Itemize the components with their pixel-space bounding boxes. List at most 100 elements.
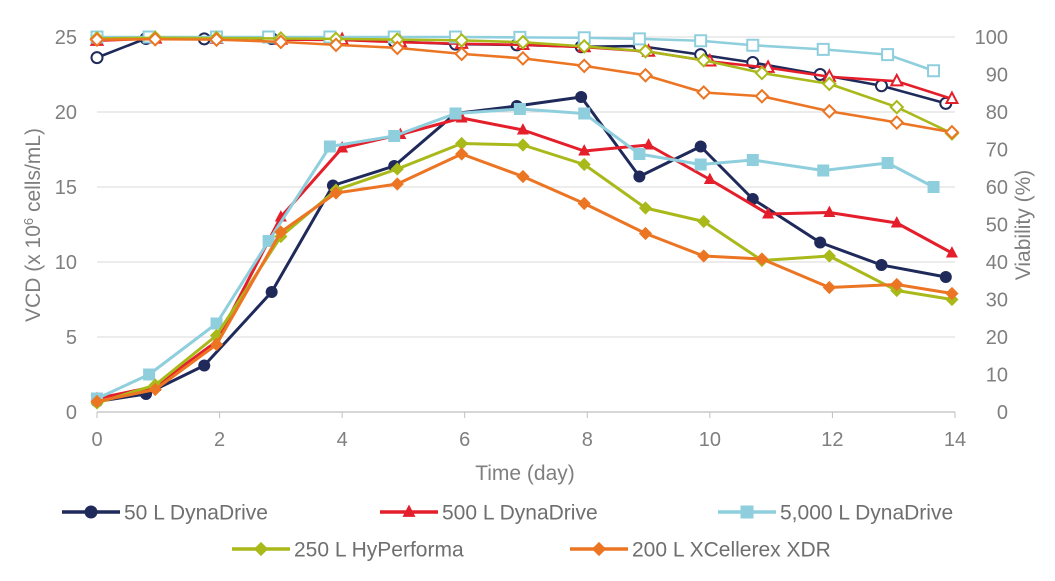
square-marker	[143, 368, 156, 381]
circle-marker	[265, 286, 278, 298]
hollow-square-marker	[746, 38, 760, 52]
y-left-tick-label: 25	[55, 27, 77, 49]
y-left-axis-title: VCD (x 106 cells/mL)	[21, 128, 46, 322]
x-tick-label: 10	[699, 429, 721, 451]
y-right-tick-label: 100	[975, 27, 1008, 49]
square-marker	[881, 157, 894, 169]
diamond-marker	[638, 226, 653, 241]
hollow-diamond-marker	[454, 46, 470, 62]
y-right-tick-label: 40	[986, 252, 1008, 274]
triangle-marker	[762, 207, 775, 219]
diamond-marker	[516, 169, 530, 184]
circle-marker	[875, 259, 888, 271]
triangle-marker	[703, 172, 716, 184]
legend-item-50-l-dynadrive: 50 L DynaDrive	[62, 502, 268, 525]
legend-item-5-000-l-dynadrive: 5,000 L DynaDrive	[718, 502, 953, 525]
diamond-marker	[638, 201, 653, 215]
circle-marker	[575, 91, 588, 103]
hollow-diamond-marker	[209, 32, 224, 48]
triangle-marker	[945, 246, 958, 258]
y-right-tick-label: 70	[986, 140, 1008, 162]
hollow-diamond-marker	[889, 115, 905, 130]
diamond-marker	[822, 249, 836, 263]
vcd-line	[96, 107, 935, 400]
diamond-marker	[755, 252, 769, 266]
hollow-diamond-marker	[821, 103, 837, 119]
y-right-axis-title: Viability (%)	[1012, 170, 1035, 280]
square-marker	[513, 103, 526, 115]
legend-item-250-l-hyperforma: 250 L HyPerforma	[232, 539, 464, 562]
legend-label: 50 L DynaDrive	[124, 502, 268, 525]
legend: 50 L DynaDrive 500 L DynaDrive 5,000 L Dyn…	[62, 502, 953, 562]
hollow-square-marker	[927, 64, 941, 78]
square-marker	[323, 140, 336, 153]
diamond-marker	[329, 186, 343, 200]
square-marker	[388, 130, 401, 142]
hollow-diamond-marker	[754, 65, 770, 81]
diamond-marker	[591, 541, 607, 557]
diamond-marker	[390, 162, 404, 176]
legend-label: 500 L DynaDrive	[442, 502, 598, 525]
x-tick-label: 4	[337, 429, 348, 451]
hollow-diamond-marker	[576, 38, 592, 54]
legend-item-500-l-dynadrive: 500 L DynaDrive	[380, 502, 598, 525]
vcd-series-5-000-l-dynadrive	[91, 103, 940, 405]
y-left-title-suffix: cells/mL)	[22, 128, 45, 218]
diamond-marker	[697, 249, 711, 263]
x-tick-label: 2	[214, 429, 225, 451]
y-left-tick-label: 0	[66, 402, 77, 424]
square-marker	[817, 164, 830, 177]
circle-marker	[84, 505, 98, 519]
hollow-diamond-marker	[638, 67, 653, 83]
vcd-line	[96, 142, 953, 405]
square-marker	[740, 505, 754, 519]
x-tick-label: 0	[91, 429, 102, 451]
legend-label: 200 L XCellerex XDR	[632, 539, 831, 562]
hollow-diamond-marker	[889, 99, 905, 115]
hollow-diamond-marker	[515, 50, 531, 66]
y-left-title-prefix: VCD (x 10	[22, 225, 45, 322]
legend-label: 250 L HyPerforma	[294, 539, 464, 562]
diamond-marker	[822, 280, 836, 295]
legend-label: 5,000 L DynaDrive	[780, 502, 953, 525]
hollow-diamond-marker	[389, 40, 405, 56]
square-marker	[449, 107, 462, 120]
hollow-square-marker	[632, 32, 646, 46]
hollow-diamond-marker	[944, 124, 960, 140]
vcd-line	[96, 152, 953, 403]
y-left-tick-label: 15	[55, 177, 77, 199]
triangle-marker	[402, 504, 416, 517]
diamond-marker	[253, 541, 269, 557]
vcd-line	[96, 116, 953, 400]
diamond-marker	[516, 138, 530, 152]
diamond-marker	[455, 136, 469, 151]
hollow-circle-marker	[874, 79, 888, 93]
square-marker	[694, 158, 707, 171]
diamond-marker	[90, 394, 104, 409]
diamond-marker	[455, 147, 469, 161]
hollow-circle-marker	[90, 51, 104, 65]
diamond-marker	[577, 157, 591, 172]
hollow-diamond-marker	[89, 32, 105, 48]
diamond-marker	[390, 177, 404, 191]
viability-series-200-l-xcellerex-xdr	[89, 31, 960, 140]
circle-marker	[939, 271, 952, 283]
y-right-axis-ticks: 0 10 20 30 40 50 60 70 80 90 100	[975, 27, 1008, 424]
square-marker	[927, 181, 940, 193]
hollow-diamond-marker	[638, 43, 653, 59]
circle-marker	[633, 170, 646, 183]
square-marker	[578, 107, 591, 120]
triangle-marker	[455, 111, 468, 123]
y-right-tick-label: 80	[986, 102, 1008, 124]
series-layer	[89, 30, 960, 410]
x-tick-label: 14	[944, 429, 966, 451]
triangle-marker	[642, 138, 655, 150]
square-marker	[746, 154, 759, 166]
hollow-diamond-marker	[696, 52, 712, 68]
y-right-tick-label: 90	[986, 65, 1008, 87]
diamond-marker	[890, 277, 904, 292]
triangle-marker	[578, 144, 591, 156]
hollow-diamond-marker	[147, 31, 163, 47]
hollow-triangle-marker	[944, 90, 960, 104]
square-marker	[633, 148, 646, 160]
